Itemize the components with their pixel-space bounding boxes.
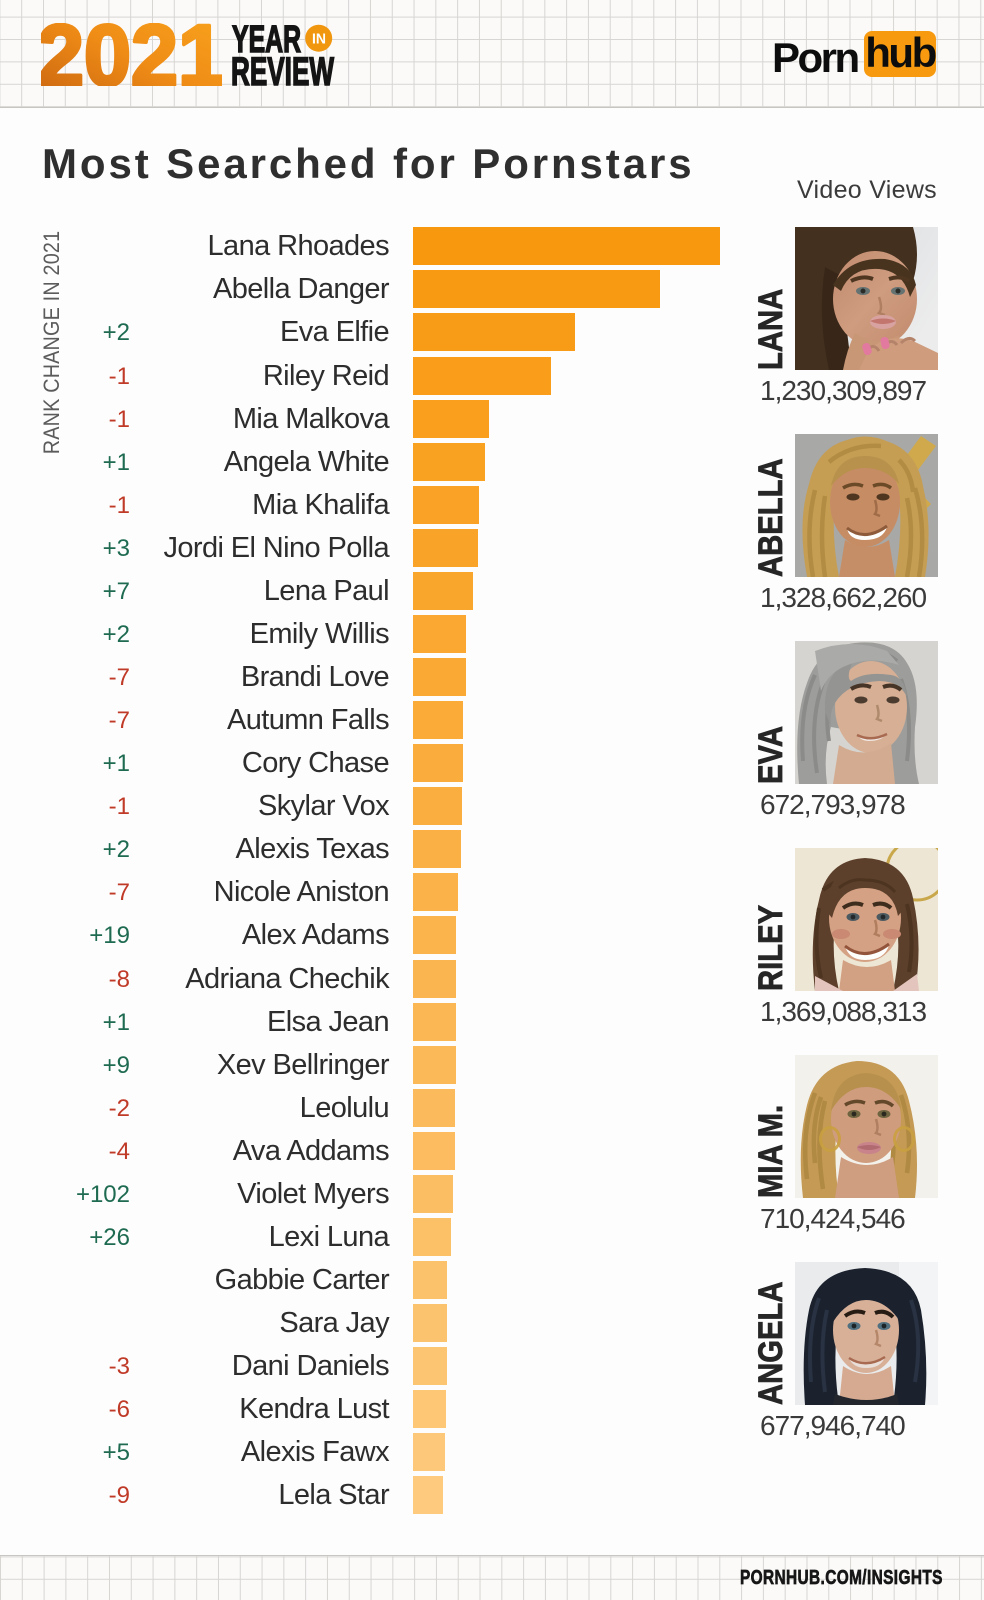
svg-text:REVIEW: REVIEW [231,50,334,88]
svg-text:IN: IN [312,31,326,48]
svg-text:YEAR: YEAR [232,22,301,61]
svg-text:2021: 2021 [41,23,222,86]
